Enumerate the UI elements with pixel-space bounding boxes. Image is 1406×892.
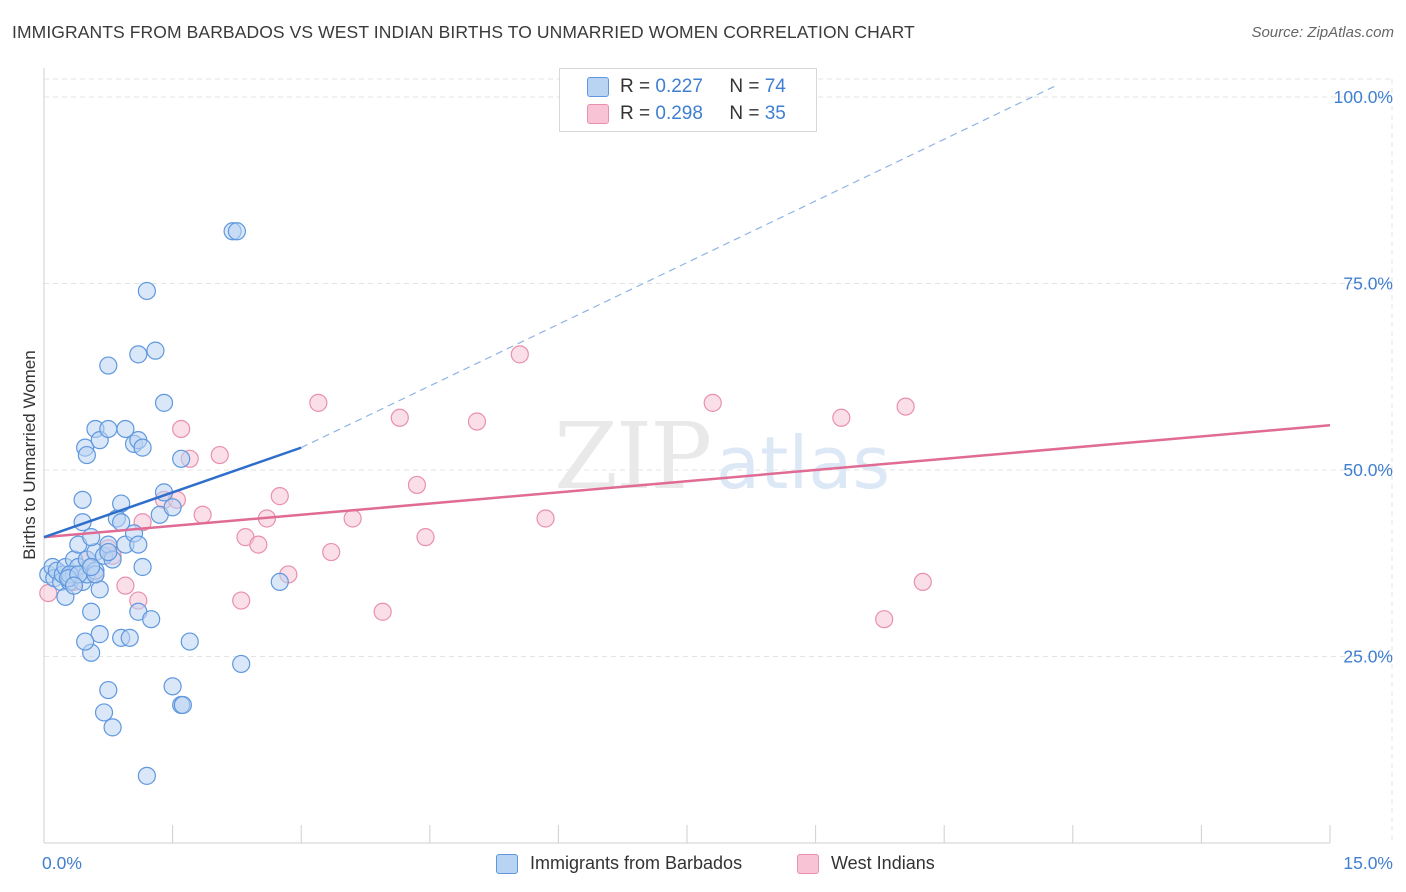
data-point bbox=[73, 490, 92, 509]
trend-line-barbados bbox=[43, 446, 302, 539]
legend-swatch-blue bbox=[587, 77, 609, 97]
data-point bbox=[913, 572, 932, 592]
legend-label-barbados: Immigrants from Barbados bbox=[530, 853, 743, 873]
y-tick-label: 75.0% bbox=[1343, 274, 1393, 294]
data-point bbox=[82, 602, 101, 621]
data-point bbox=[832, 408, 851, 427]
data-point bbox=[390, 408, 409, 427]
data-point bbox=[309, 393, 328, 412]
data-point bbox=[896, 397, 915, 416]
x-tick-label-max: 15.0% bbox=[1343, 853, 1393, 873]
data-point bbox=[703, 393, 722, 412]
axes bbox=[43, 68, 1331, 844]
data-point bbox=[270, 487, 289, 506]
data-point bbox=[536, 509, 555, 528]
data-point bbox=[180, 632, 199, 651]
data-point bbox=[416, 528, 435, 547]
data-point bbox=[232, 591, 251, 610]
legend-r-label: R = bbox=[620, 76, 651, 97]
legend-n-value: 74 bbox=[764, 76, 786, 97]
data-point bbox=[227, 222, 246, 241]
data-point bbox=[90, 625, 109, 644]
legend-n-label: N = bbox=[729, 103, 760, 124]
data-point bbox=[137, 281, 156, 301]
data-point bbox=[120, 628, 139, 647]
data-point bbox=[99, 680, 118, 700]
data-point bbox=[172, 419, 191, 439]
legend-r-value: 0.227 bbox=[655, 76, 703, 97]
legend-swatch-pink bbox=[587, 104, 609, 124]
data-point bbox=[129, 535, 148, 554]
watermark: ZIP atlas bbox=[554, 403, 890, 510]
legend-r-value: 0.298 bbox=[655, 103, 703, 124]
data-point bbox=[172, 449, 191, 468]
data-point bbox=[133, 438, 152, 457]
legend-r-label: R = bbox=[620, 103, 651, 124]
data-point bbox=[82, 528, 101, 547]
data-point bbox=[146, 341, 165, 360]
legend-swatch-pink bbox=[797, 853, 819, 874]
data-point bbox=[210, 445, 229, 465]
data-point bbox=[163, 677, 182, 696]
source-label: Source: ZipAtlas.com bbox=[1251, 24, 1394, 41]
x-tick-label-min: 0.0% bbox=[42, 853, 82, 873]
data-point bbox=[82, 557, 101, 577]
data-point bbox=[76, 632, 95, 651]
chart-title: IMMIGRANTS FROM BARBADOS VS WEST INDIAN … bbox=[12, 22, 915, 42]
legend-label-west-indians: West Indians bbox=[831, 853, 935, 873]
data-point bbox=[193, 505, 212, 524]
data-point bbox=[249, 535, 268, 554]
correlation-legend: R = 0.227 N = 74 R = 0.298 N = 35 bbox=[559, 68, 817, 132]
data-point bbox=[510, 345, 529, 364]
data-point bbox=[99, 419, 118, 439]
data-point bbox=[373, 602, 392, 621]
data-point bbox=[99, 542, 118, 562]
data-point bbox=[99, 356, 118, 375]
y-tick-label: 100.0% bbox=[1334, 87, 1393, 107]
data-point bbox=[270, 572, 289, 592]
data-point bbox=[137, 766, 156, 785]
data-point bbox=[116, 576, 135, 595]
data-point bbox=[116, 419, 135, 439]
data-point bbox=[64, 576, 84, 595]
y-tick-label: 25.0% bbox=[1343, 647, 1393, 667]
data-point bbox=[407, 475, 427, 495]
series-immigrants-from-barbados bbox=[39, 222, 289, 785]
data-point bbox=[103, 718, 122, 737]
data-point bbox=[77, 445, 96, 465]
trend-extension-barbados bbox=[300, 85, 1056, 449]
legend-n-label: N = bbox=[729, 76, 760, 97]
data-point bbox=[129, 345, 148, 364]
legend-swatch-blue bbox=[496, 853, 518, 874]
data-point bbox=[343, 509, 362, 528]
data-point bbox=[94, 703, 114, 722]
data-point bbox=[133, 557, 152, 577]
grid-lines bbox=[44, 78, 1393, 843]
legend-n-value: 35 bbox=[764, 103, 786, 124]
trend-line-west-indians bbox=[43, 423, 1331, 539]
data-point bbox=[163, 498, 182, 517]
legend-item-barbados: Immigrants from Barbados bbox=[496, 853, 742, 874]
y-tick-label: 50.0% bbox=[1343, 460, 1393, 480]
tick-labels: 25.0% 50.0% 75.0% 100.0% 0.0% 15.0% bbox=[42, 87, 1393, 873]
data-point bbox=[467, 412, 487, 431]
data-point bbox=[90, 580, 109, 599]
trend-lines bbox=[43, 85, 1331, 539]
legend-item-west-indians: West Indians bbox=[797, 853, 935, 874]
watermark-zip: ZIP bbox=[554, 403, 710, 510]
series-legend: Immigrants from Barbados West Indians bbox=[0, 853, 1406, 877]
data-point bbox=[875, 610, 894, 629]
data-point bbox=[322, 542, 341, 562]
data-point bbox=[154, 393, 174, 412]
data-point bbox=[142, 610, 161, 629]
watermark-atlas: atlas bbox=[716, 421, 890, 505]
data-point bbox=[232, 654, 251, 674]
data-point bbox=[173, 695, 192, 715]
